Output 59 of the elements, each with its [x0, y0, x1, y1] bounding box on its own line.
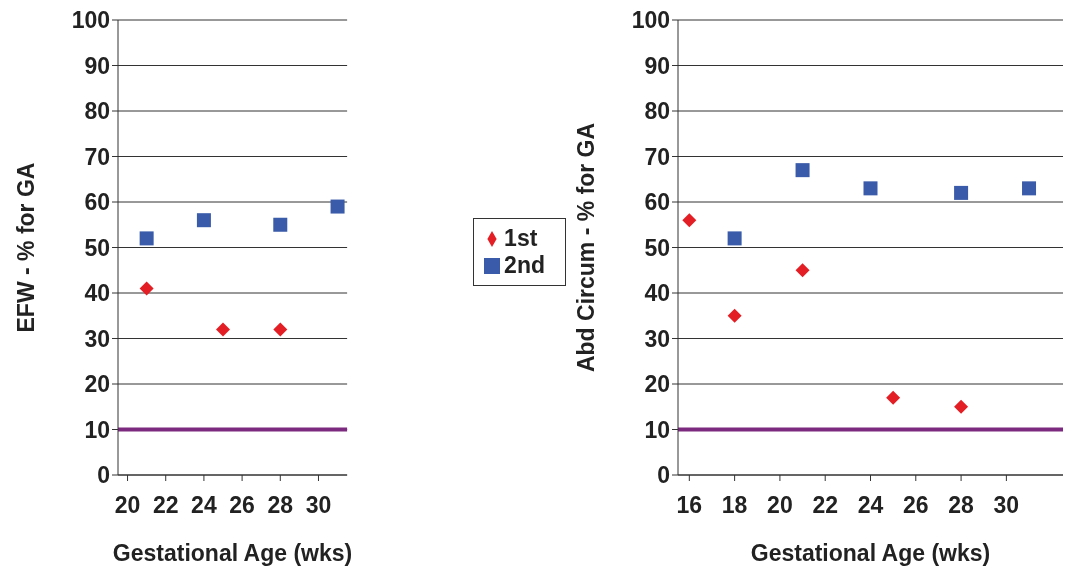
- y-tick-label: 90: [644, 52, 670, 79]
- y-tick-label: 80: [644, 98, 670, 125]
- y-tick-label: 20: [644, 371, 670, 398]
- y-tick-label: 40: [644, 280, 670, 307]
- point: [795, 163, 810, 178]
- x-axis-title: Gestational Age (wks): [112, 540, 353, 566]
- x-tick-label: 22: [152, 492, 179, 519]
- x-tick-label: 20: [114, 492, 141, 519]
- y-tick-label: 20: [84, 371, 110, 398]
- point: [795, 263, 810, 278]
- y-tick-label: 70: [84, 143, 110, 170]
- point: [273, 322, 288, 337]
- y-tick-label: 30: [644, 325, 670, 352]
- y-axis-title: Abd Circum - % for GA: [573, 122, 600, 373]
- y-tick-label: 50: [84, 234, 110, 261]
- x-axis-title: Gestational Age (wks): [750, 540, 991, 566]
- x-tick-label: 26: [903, 492, 929, 519]
- y-tick-label: 70: [644, 143, 670, 170]
- x-tick-label: 26: [229, 492, 255, 519]
- point: [863, 181, 878, 196]
- y-tick-label: 10: [84, 416, 110, 443]
- x-tick-label: 18: [721, 492, 748, 519]
- point: [216, 322, 231, 337]
- y-axis-title: EFW - % for GA: [13, 162, 40, 333]
- x-tick-label: 24: [857, 492, 884, 519]
- y-tick-label: 0: [97, 462, 110, 489]
- point: [1022, 181, 1037, 196]
- y-tick-label: 90: [84, 52, 110, 79]
- point: [139, 231, 154, 246]
- y-tick-label: 30: [84, 325, 110, 352]
- point: [886, 390, 901, 405]
- y-tick-label: 80: [84, 98, 110, 125]
- point: [330, 199, 345, 214]
- y-tick-label: 100: [631, 7, 670, 34]
- point: [954, 399, 969, 414]
- x-tick-label: 16: [676, 492, 703, 519]
- point: [273, 217, 288, 232]
- y-tick-label: 50: [644, 234, 670, 261]
- y-tick-label: 100: [71, 7, 110, 34]
- point: [727, 231, 742, 246]
- point: [196, 213, 211, 228]
- point: [727, 308, 742, 323]
- x-tick-label: 28: [948, 492, 975, 519]
- y-tick-label: 10: [644, 416, 670, 443]
- point: [139, 281, 154, 296]
- point: [682, 213, 697, 228]
- point: [954, 185, 969, 200]
- x-tick-label: 20: [767, 492, 793, 519]
- y-tick-label: 60: [84, 189, 110, 216]
- y-tick-label: 40: [84, 280, 110, 307]
- y-tick-label: 0: [657, 462, 670, 489]
- legend-label: 1st: [504, 224, 538, 251]
- x-tick-label: 28: [267, 492, 294, 519]
- x-tick-label: 30: [305, 492, 332, 519]
- x-tick-label: 30: [993, 492, 1020, 519]
- x-tick-label: 24: [191, 492, 217, 519]
- x-tick-label: 22: [812, 492, 838, 519]
- legend-label: 2nd: [504, 251, 545, 278]
- y-tick-label: 60: [644, 189, 670, 216]
